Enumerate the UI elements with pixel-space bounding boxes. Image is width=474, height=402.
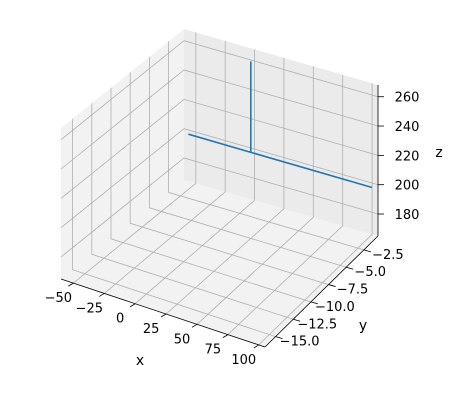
tick-marks (68, 96, 384, 349)
y-axis-label: y (359, 318, 367, 334)
z-tick-label: 200 (395, 179, 420, 194)
axis-edges (60, 85, 379, 348)
y-tick-mark (293, 318, 301, 322)
x-axis-label: x (136, 353, 144, 369)
grid-line-z (60, 98, 379, 199)
y-tick-label: −12.5 (297, 317, 337, 332)
y-tick-mark (328, 284, 336, 287)
grid-line-x (165, 57, 285, 315)
grid-line-y (129, 72, 329, 285)
grid-line-x (104, 40, 226, 294)
y-tick-mark (363, 249, 371, 253)
grid-lines (60, 32, 379, 346)
x-axis-line (60, 278, 266, 348)
z-tick-label: 240 (395, 120, 420, 135)
x-tick-label: 75 (205, 343, 222, 358)
z-tick-label: 220 (395, 149, 420, 164)
grid-line-y (168, 41, 365, 251)
x-tick-mark (160, 313, 167, 318)
x-tick-mark (222, 334, 229, 338)
x-tick-label: 25 (143, 322, 160, 337)
x-tick-mark (129, 303, 136, 308)
x-tick-mark (191, 323, 198, 328)
grid-line-z (60, 128, 379, 229)
grid-line-z (60, 69, 379, 170)
grid-line-y (110, 87, 312, 303)
y-tick-label: −7.5 (337, 283, 369, 298)
series-line-segment (188, 133, 373, 189)
x-tick-mark (99, 293, 105, 297)
y-tick-label: −10.0 (315, 300, 355, 315)
y-axis-line (264, 235, 379, 348)
grid-line-x (196, 66, 314, 325)
x-tick-label: 0 (116, 312, 124, 327)
tick-labels: −50 −25 0 25 50 75 100 −15.0 −12.5 −10.0 −7.5 −5.0 −… (45, 91, 420, 368)
y-tick-label: −5.0 (354, 265, 386, 280)
y-tick-label: −15.0 (280, 335, 320, 350)
x-tick-mark (68, 282, 74, 287)
x-tick-mark (253, 344, 260, 349)
y-tick-label: −2.5 (372, 248, 404, 263)
y-tick-mark (310, 301, 319, 305)
back-wall-pane (184, 29, 378, 236)
grid-line-y (72, 118, 276, 337)
z-tick-label: 260 (395, 91, 420, 106)
z-axis-label: z (435, 145, 442, 161)
x-tick-label: 100 (231, 353, 256, 368)
grid-line-z (60, 157, 379, 258)
grid-line-y (148, 56, 347, 268)
grid-line-x (134, 49, 255, 305)
y-tick-mark (275, 336, 283, 339)
x-tick-label: −25 (76, 301, 103, 316)
grid-line-x (227, 74, 344, 335)
grid-line-x (73, 32, 197, 284)
x-tick-label: −50 (45, 291, 72, 306)
grid-line-z (60, 40, 379, 141)
y-tick-mark (346, 266, 354, 270)
x-tick-label: 50 (174, 332, 191, 347)
grid-line-x (258, 83, 373, 346)
z-tick-label: 180 (395, 208, 420, 223)
grid-line-y (91, 103, 294, 320)
data-series (188, 61, 373, 189)
